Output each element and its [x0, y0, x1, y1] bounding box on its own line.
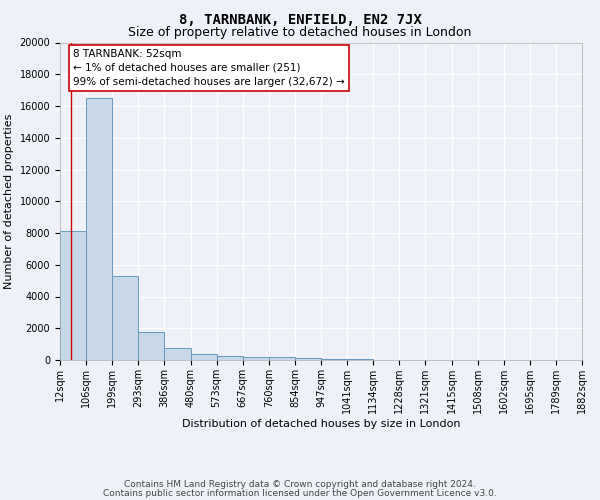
Bar	[243, 357, 269, 360]
Bar	[164, 348, 191, 360]
Bar	[139, 332, 164, 360]
Bar	[217, 356, 243, 360]
Text: Contains HM Land Registry data © Crown copyright and database right 2024.: Contains HM Land Registry data © Crown c…	[124, 480, 476, 489]
Bar	[295, 358, 321, 360]
Text: Contains public sector information licensed under the Open Government Licence v3: Contains public sector information licen…	[103, 488, 497, 498]
Bar	[191, 354, 217, 360]
Y-axis label: Number of detached properties: Number of detached properties	[4, 114, 14, 289]
Bar	[112, 276, 139, 360]
Text: 8, TARNBANK, ENFIELD, EN2 7JX: 8, TARNBANK, ENFIELD, EN2 7JX	[179, 12, 421, 26]
Text: 8 TARNBANK: 52sqm
← 1% of detached houses are smaller (251)
99% of semi-detached: 8 TARNBANK: 52sqm ← 1% of detached house…	[73, 49, 345, 87]
Bar	[86, 98, 112, 360]
Bar	[60, 232, 86, 360]
Bar	[269, 357, 295, 360]
X-axis label: Distribution of detached houses by size in London: Distribution of detached houses by size …	[182, 418, 460, 428]
Bar	[347, 359, 373, 360]
Bar	[321, 358, 347, 360]
Text: Size of property relative to detached houses in London: Size of property relative to detached ho…	[128, 26, 472, 39]
